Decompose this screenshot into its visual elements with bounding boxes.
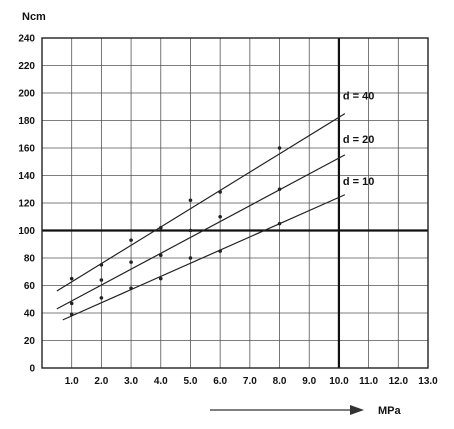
data-point bbox=[99, 278, 104, 282]
data-point bbox=[277, 146, 282, 150]
data-point bbox=[69, 312, 74, 317]
x-tick-label: 3.0 bbox=[124, 376, 138, 387]
series-label: d = 40 bbox=[343, 91, 375, 103]
x-tick-label: 10.0 bbox=[329, 376, 349, 387]
data-point bbox=[218, 214, 222, 219]
data-point bbox=[188, 198, 193, 203]
data-point bbox=[99, 263, 104, 267]
series-labels: d = 40 d = 20 d = 10 bbox=[343, 91, 375, 188]
fit-line bbox=[56, 154, 346, 310]
x-tick-label: 2.0 bbox=[94, 376, 108, 387]
x-direction-arrow bbox=[210, 405, 364, 415]
data-point bbox=[69, 301, 74, 306]
reference-lines bbox=[42, 38, 428, 368]
y-tick-labels: 0 20 40 60 80 100 120 140 160 180 200 220 240 bbox=[18, 34, 35, 375]
x-tick-label: 13.0 bbox=[418, 376, 438, 387]
x-tick-label: 12.0 bbox=[389, 376, 409, 387]
x-tick-label: 1.0 bbox=[65, 376, 79, 387]
fit-line bbox=[62, 194, 346, 321]
fit-line bbox=[56, 113, 346, 292]
y-tick-label: 0 bbox=[29, 364, 35, 375]
data-point bbox=[129, 286, 133, 291]
x-tick-label: 5.0 bbox=[184, 376, 198, 387]
data-point bbox=[69, 276, 74, 281]
y-tick-label: 180 bbox=[18, 116, 35, 127]
y-tick-label: 200 bbox=[18, 89, 35, 100]
x-axis-label: MPa bbox=[378, 405, 402, 417]
data-point bbox=[277, 221, 282, 226]
x-tick-label: 7.0 bbox=[243, 376, 257, 387]
data-points bbox=[69, 146, 282, 317]
data-point bbox=[158, 253, 163, 258]
data-point bbox=[158, 225, 163, 230]
x-tick-labels: 1.0 2.0 3.0 4.0 5.0 6.0 7.0 8.0 9.0 10.0 11.0 12.0 1… bbox=[65, 376, 438, 387]
data-point bbox=[99, 296, 104, 300]
data-point bbox=[188, 256, 193, 260]
data-point bbox=[129, 238, 133, 242]
x-tick-label: 8.0 bbox=[273, 376, 287, 387]
series-label: d = 20 bbox=[343, 134, 375, 146]
y-tick-label: 100 bbox=[18, 226, 35, 237]
data-point bbox=[129, 260, 133, 264]
data-point bbox=[158, 276, 163, 281]
y-tick-label: 160 bbox=[18, 144, 35, 155]
y-tick-label: 220 bbox=[18, 61, 35, 72]
arrow-head bbox=[350, 405, 364, 415]
y-tick-label: 140 bbox=[18, 171, 35, 182]
y-tick-label: 20 bbox=[24, 336, 36, 347]
fit-lines bbox=[56, 113, 346, 321]
x-tick-label: 9.0 bbox=[302, 376, 316, 387]
grid bbox=[42, 37, 429, 369]
y-tick-label: 60 bbox=[24, 281, 36, 292]
y-tick-label: 40 bbox=[24, 309, 36, 320]
y-tick-label: 120 bbox=[18, 199, 35, 210]
y-tick-label: 240 bbox=[18, 34, 35, 45]
data-point bbox=[218, 249, 222, 253]
data-point bbox=[188, 228, 193, 233]
x-tick-label: 4.0 bbox=[154, 376, 168, 387]
series-label: d = 10 bbox=[343, 176, 375, 188]
y-tick-label: 80 bbox=[24, 254, 36, 265]
plot-frame bbox=[41, 37, 429, 369]
x-tick-label: 11.0 bbox=[359, 376, 378, 387]
data-point bbox=[218, 190, 222, 194]
y-axis-label: Ncm bbox=[22, 11, 46, 23]
data-point bbox=[277, 187, 282, 192]
x-tick-label: 6.0 bbox=[213, 376, 227, 387]
